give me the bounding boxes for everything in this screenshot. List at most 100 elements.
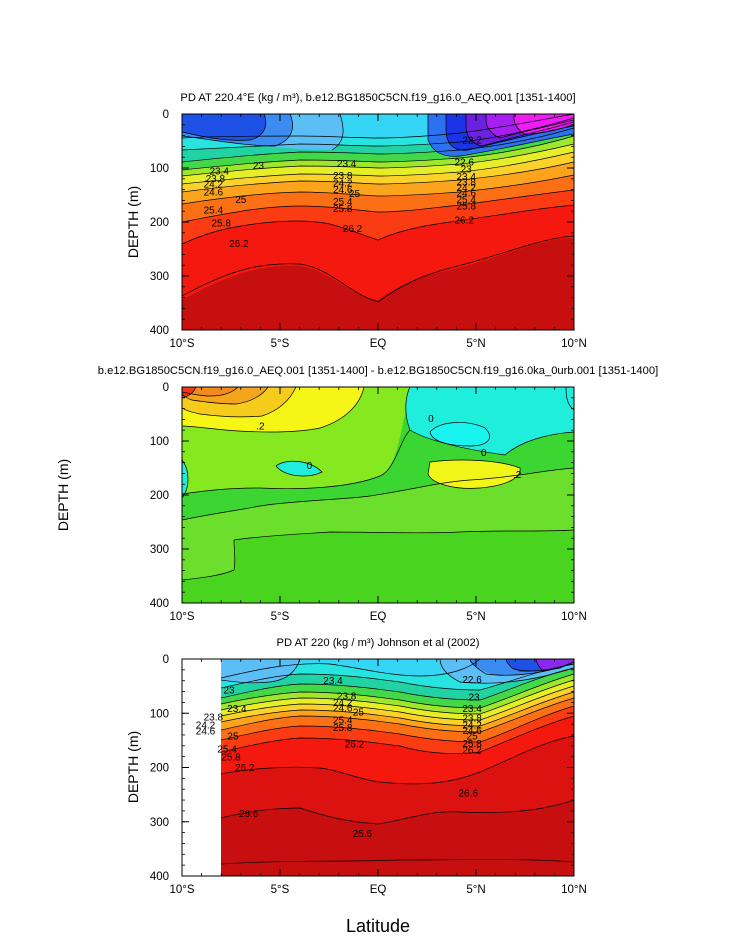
x-tick-label: EQ bbox=[370, 338, 387, 350]
panel-3-title: PD AT 220 (kg / m³) Johnson et al (2002) bbox=[277, 637, 480, 649]
panel-2-band-cyan-core bbox=[430, 422, 490, 446]
contour-label: 25.8 bbox=[456, 201, 476, 212]
panel-2-axes: 10°S 5°S EQ 5°N 10°N 0 100 200 300 400 bbox=[150, 382, 587, 623]
panel-1-field: 23.423.824.224.6232525.425.826.223.423.8… bbox=[182, 114, 574, 330]
y-tick-label: 0 bbox=[163, 654, 169, 666]
x-tick-label: EQ bbox=[370, 611, 387, 623]
y-tick-label: 200 bbox=[150, 763, 169, 775]
panel-1-contour-lines bbox=[182, 114, 574, 303]
panel-2-band-orange bbox=[182, 387, 238, 396]
contour-label: 23.4 bbox=[210, 167, 230, 178]
panel-1-title: PD AT 220.4°E (kg / m³), b.e12.BG1850C5C… bbox=[180, 92, 575, 104]
y-tick-label: 400 bbox=[150, 871, 169, 883]
x-tick-label: 5°N bbox=[466, 338, 485, 350]
contour-label: 23.4 bbox=[462, 704, 482, 715]
y-tick-label: 400 bbox=[150, 598, 169, 610]
contour-label: 0 bbox=[481, 448, 487, 459]
y-tick-label: 0 bbox=[163, 382, 169, 394]
contour-label: 23 bbox=[468, 692, 480, 703]
contour-label: 24.6 bbox=[196, 727, 216, 738]
contour-label: 25.4 bbox=[204, 206, 224, 217]
panel-2-title: b.e12.BG1850C5CN.f19_g16.0_AEQ.001 [1351… bbox=[98, 365, 658, 377]
contour-label: 25.8 bbox=[462, 739, 482, 750]
contour-label: 23 bbox=[223, 685, 235, 696]
y-tick-label: 300 bbox=[150, 817, 169, 829]
contour-label: 23.8 bbox=[337, 691, 357, 702]
contour-label: 24.2 bbox=[333, 179, 353, 190]
contour-label: 23.8 bbox=[456, 178, 476, 189]
contour-label: 23.4 bbox=[227, 704, 247, 715]
contour-label: 26.2 bbox=[462, 746, 482, 757]
y-tick-label: 100 bbox=[150, 163, 169, 175]
panel-3-axes: 10°S 5°S EQ 5°N 10°N 0 100 200 300 400 bbox=[150, 654, 587, 896]
x-tick-label: 10°S bbox=[169, 884, 194, 896]
y-tick-label: 200 bbox=[150, 217, 169, 229]
contour-label: 23.4 bbox=[323, 676, 343, 687]
y-tick-label: 100 bbox=[150, 708, 169, 720]
x-axis-label: Latitude bbox=[346, 916, 410, 936]
x-tick-label: 5°S bbox=[271, 884, 290, 896]
contour-label: 24.6 bbox=[333, 703, 353, 714]
panel-2-field: .2 0 0 0 .2 bbox=[182, 387, 574, 603]
panel-2-band-cyan-sw bbox=[276, 461, 322, 476]
contour-label: 26.2 bbox=[455, 215, 475, 226]
contour-label: 23.8 bbox=[333, 171, 353, 182]
contour-label: 0 bbox=[428, 414, 434, 425]
contour-label: 23 bbox=[253, 161, 265, 172]
contour-label: 0 bbox=[307, 461, 313, 472]
contour-label: .2 bbox=[256, 421, 265, 432]
contour-label: 24.2 bbox=[462, 721, 482, 732]
contour-label: 24.6 bbox=[456, 188, 476, 199]
contour-label: 25.8 bbox=[211, 219, 231, 230]
panel-2-band-deep-green bbox=[182, 530, 574, 603]
y-tick-label: 400 bbox=[150, 325, 169, 337]
contour-label: 25 bbox=[353, 708, 365, 719]
contour-label: .2 bbox=[513, 470, 522, 481]
y-axis-label-shared: DEPTH (m) bbox=[55, 459, 71, 531]
contour-label: 25 bbox=[227, 732, 239, 743]
x-tick-label: 5°N bbox=[466, 611, 485, 623]
contour-label: 24.2 bbox=[204, 180, 224, 191]
x-tick-label: 5°N bbox=[466, 884, 485, 896]
contour-label: 25.4 bbox=[217, 745, 237, 756]
x-tick-label: 10°N bbox=[561, 338, 587, 350]
contour-label: 23.4 bbox=[337, 159, 357, 170]
y-tick-label: 100 bbox=[150, 436, 169, 448]
panel-3-band-violet-ne bbox=[536, 659, 574, 670]
contour-label: 26.2 bbox=[235, 763, 255, 774]
contour-label: 25.4 bbox=[456, 195, 476, 206]
x-tick-label: 10°N bbox=[561, 611, 587, 623]
contour-label: 24.6 bbox=[333, 185, 353, 196]
panel-2-band-yellow-se bbox=[428, 460, 521, 489]
contour-label: 22.6 bbox=[455, 158, 475, 169]
panel-1: PD AT 220.4°E (kg / m³), b.e12.BG1850C5C… bbox=[150, 92, 587, 350]
contour-label: 23.8 bbox=[462, 714, 482, 725]
contour-label: 23.8 bbox=[204, 713, 224, 724]
panel-3-contour-lines bbox=[220, 659, 574, 865]
contour-label: 26.2 bbox=[345, 740, 365, 751]
contour-label: 23.8 bbox=[206, 174, 226, 185]
contour-label: 22.6 bbox=[462, 675, 482, 686]
contour-label: 24.2 bbox=[333, 698, 353, 709]
panel-2: b.e12.BG1850C5CN.f19_g16.0_AEQ.001 [1351… bbox=[98, 365, 658, 623]
contour-label: 25.4 bbox=[333, 715, 353, 726]
panel-2-band-red bbox=[182, 387, 196, 398]
x-tick-label: 5°S bbox=[271, 338, 290, 350]
x-tick-label: 10°S bbox=[169, 338, 194, 350]
panel-1-contour-labels: 23.423.824.224.6232525.425.826.223.423.8… bbox=[204, 135, 483, 250]
y-axis-label-panel-3: DEPTH (m) bbox=[125, 731, 141, 803]
panel-1-axes: 10°S 5°S EQ 5°N 10°N 0 100 200 300 400 bbox=[150, 109, 587, 350]
contour-label: 26.2 bbox=[343, 224, 363, 235]
panel-2-contour-labels: .2 0 0 0 .2 bbox=[256, 414, 522, 481]
contour-label: 24.6 bbox=[462, 726, 482, 737]
x-tick-label: EQ bbox=[370, 884, 387, 896]
contour-label: 22.2 bbox=[462, 135, 482, 146]
y-tick-label: 300 bbox=[150, 544, 169, 556]
contour-label: 26.2 bbox=[229, 239, 249, 250]
x-tick-label: 5°S bbox=[271, 611, 290, 623]
contour-label: 25.8 bbox=[333, 723, 353, 734]
panel-2-band-cyan-east bbox=[566, 387, 574, 410]
